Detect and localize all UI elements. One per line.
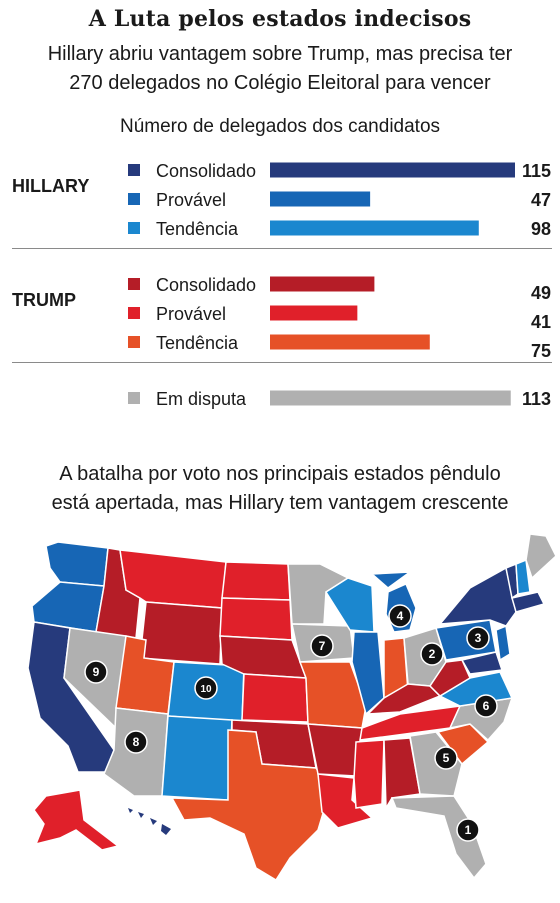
state-south-dakota (219, 597, 293, 641)
bar-value: 49 (531, 283, 551, 303)
bar-label: Consolidado (156, 161, 256, 181)
state-new-jersey (495, 624, 511, 662)
legend-swatch (128, 164, 140, 176)
swing-state-marker-label: 4 (397, 609, 404, 623)
state-kansas (241, 673, 309, 723)
swing-state-marker-label: 6 (483, 699, 490, 713)
swing-state-marker-label: 8 (133, 735, 140, 749)
bar-label: Consolidado (156, 275, 256, 295)
state-new-york (438, 566, 517, 627)
bar (270, 305, 358, 321)
legend-swatch (128, 336, 140, 348)
swing-state-marker-label: 7 (319, 639, 326, 653)
state-maine (525, 533, 557, 580)
legend-swatch (128, 193, 140, 205)
swing-state-marker (194, 676, 218, 700)
state-west-virginia (429, 659, 471, 697)
swing-state-marker (124, 730, 148, 754)
bar-value: 98 (531, 219, 551, 239)
bar-value: 115 (522, 161, 551, 181)
group-label: TRUMP (12, 290, 76, 310)
bar-value: 47 (531, 190, 551, 210)
swing-state-markers: 1 2 3 4 5 6 7 8 9 10 (84, 604, 498, 842)
swing-state-marker-label: 9 (93, 665, 100, 679)
map-title-line-2: está apertada, mas Hillary tem vantagem … (51, 492, 509, 514)
swing-state-marker (420, 642, 444, 666)
bar-value: 75 (531, 341, 551, 361)
swing-state-marker (310, 634, 334, 658)
delegates-bar-chart: Consolidado 115 Provável 47 Tendência 98 HILLA… (12, 161, 552, 409)
map-title-line-1: A batalha por voto nos principais estado… (59, 463, 501, 485)
state-new-hampshire (515, 558, 531, 595)
bar-label: Tendência (156, 219, 239, 239)
swing-state-marker (474, 694, 498, 718)
swing-state-marker-label: 5 (443, 751, 450, 765)
bar-label: Tendência (156, 333, 239, 353)
legend-swatch (128, 392, 140, 404)
state-alaska (33, 789, 120, 851)
bar (270, 276, 375, 292)
state-massachusetts (511, 591, 546, 613)
bar (270, 220, 479, 236)
bar (270, 390, 511, 406)
us-states-map: 1 2 3 4 5 6 7 8 9 10 (27, 533, 557, 882)
bar-label: Em disputa (156, 389, 247, 409)
state-maryland (460, 651, 504, 675)
bar (270, 334, 430, 350)
state-wyoming (139, 601, 223, 665)
state-texas (170, 729, 331, 882)
page-title: A Luta pelos estados indecisos (88, 6, 472, 32)
group-label: HILLARY (12, 176, 89, 196)
map-title: A batalha por voto nos principais estado… (0, 460, 560, 518)
legend-swatch (128, 307, 140, 319)
state-mississippi (353, 739, 385, 809)
legend-swatch (128, 278, 140, 290)
state-new-mexico (161, 715, 233, 801)
subtitle-line-2: 270 delegados no Colégio Eleitoral para … (69, 72, 491, 94)
swing-state-marker (434, 746, 458, 770)
state-florida (390, 795, 487, 880)
bar (270, 162, 515, 178)
state-washington (45, 541, 109, 587)
swing-state-marker-label: 1 (465, 823, 472, 837)
state-alabama (383, 737, 421, 811)
page-subtitle: Hillary abriu vantagem sobre Trump, mas … (0, 40, 560, 98)
state-wisconsin (324, 577, 375, 633)
legend-swatch (128, 222, 140, 234)
swing-state-marker (84, 660, 108, 684)
bar (270, 191, 371, 207)
bar-value: 41 (531, 312, 551, 332)
bar-label: Provável (156, 304, 226, 324)
bar-label: Provável (156, 190, 226, 210)
subtitle-line-1: Hillary abriu vantagem sobre Trump, mas … (47, 43, 513, 65)
swing-state-marker-label: 10 (200, 684, 212, 695)
swing-state-marker-label: 3 (475, 631, 482, 645)
swing-state-marker (456, 818, 480, 842)
swing-state-marker (388, 604, 412, 628)
state-north-dakota (221, 561, 291, 601)
swing-state-marker-label: 2 (429, 647, 436, 661)
bar-value: 113 (522, 389, 551, 409)
swing-state-marker (466, 626, 490, 650)
chart-title: Número de delegados dos candidatos (119, 116, 441, 137)
state-hawaii (128, 808, 171, 835)
